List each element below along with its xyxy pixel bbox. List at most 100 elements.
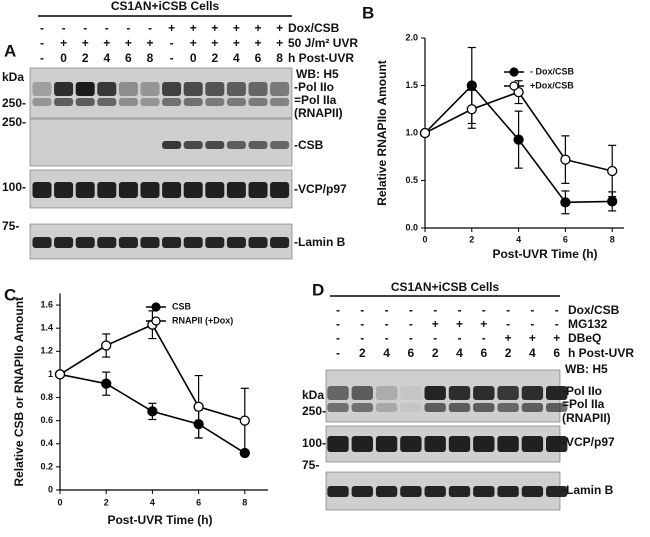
legend-label: CSB xyxy=(172,301,192,311)
band xyxy=(546,436,568,452)
lane-label: + xyxy=(211,21,218,35)
band xyxy=(75,98,95,106)
lane-label: - xyxy=(555,303,559,317)
lane-label: - xyxy=(385,317,389,331)
band xyxy=(424,486,446,497)
band xyxy=(140,237,160,248)
x-tick-label: 4 xyxy=(516,234,521,244)
marker-label: 250- xyxy=(302,404,326,418)
lane-label: - xyxy=(83,21,87,35)
y-tick-label: 1.6 xyxy=(40,299,53,309)
lane-label: - xyxy=(336,331,340,345)
lane-label: - xyxy=(126,21,130,35)
band xyxy=(521,486,544,497)
band xyxy=(497,486,519,497)
marker-label: kDa xyxy=(2,70,24,84)
blot-label: WB: H5 xyxy=(565,362,608,376)
row-label: h Post-UVR xyxy=(288,51,354,65)
band xyxy=(327,486,349,497)
band xyxy=(183,237,203,248)
lane-label: - xyxy=(409,317,413,331)
lane-label: - xyxy=(385,331,389,345)
lane-label: - xyxy=(360,317,364,331)
band xyxy=(546,403,568,412)
band xyxy=(32,237,52,248)
lane-label: - xyxy=(506,303,510,317)
x-tick-label: 0 xyxy=(57,497,62,507)
lane-label: 6 xyxy=(125,51,132,65)
panel-letter: B xyxy=(362,3,374,22)
y-tick-label: 2.0 xyxy=(405,32,418,42)
band xyxy=(270,141,290,149)
lane-label: 4 xyxy=(383,346,390,360)
marker-label: 75- xyxy=(2,219,19,233)
band xyxy=(140,182,160,198)
lane-label: + xyxy=(190,21,197,35)
band xyxy=(327,386,349,400)
data-point xyxy=(101,340,112,351)
lane-label: + xyxy=(505,331,512,345)
legend-label: - Dox/CSB xyxy=(530,66,575,76)
lane-label: 6 xyxy=(255,51,262,65)
lane-label: - xyxy=(482,303,486,317)
band xyxy=(97,237,117,248)
marker-label: 250- xyxy=(2,96,26,110)
band xyxy=(226,82,246,96)
y-tick-label: 0.0 xyxy=(405,222,418,232)
marker-label: 75- xyxy=(302,458,319,472)
band xyxy=(140,98,160,106)
lane-label: + xyxy=(233,36,240,50)
panel-title: CS1AN+iCSB Cells xyxy=(391,280,500,294)
x-axis-label: Post-UVR Time (h) xyxy=(492,247,597,261)
band xyxy=(327,436,349,452)
lane-label: 0 xyxy=(190,51,197,65)
band xyxy=(162,237,182,248)
lane-label: - xyxy=(336,346,340,360)
band xyxy=(424,436,446,452)
band xyxy=(226,237,246,248)
band xyxy=(400,386,422,400)
band xyxy=(546,486,568,497)
lane-label: - xyxy=(385,303,389,317)
band xyxy=(75,182,95,198)
band xyxy=(270,237,290,248)
legend-label: RNAPII (+Dox) xyxy=(172,315,233,325)
blot-label: (RNAPII) xyxy=(294,106,343,120)
band xyxy=(205,182,225,198)
band xyxy=(183,141,203,149)
band xyxy=(248,237,268,248)
band xyxy=(54,182,74,198)
band xyxy=(32,98,52,106)
lane-label: + xyxy=(211,36,218,50)
lane-label: + xyxy=(254,21,261,35)
lane-label: - xyxy=(458,331,462,345)
row-label: Dox/CSB xyxy=(568,303,620,317)
data-point xyxy=(147,406,158,417)
lane-label: - xyxy=(170,51,174,65)
band xyxy=(205,141,225,149)
lane-label: - xyxy=(40,21,44,35)
blot xyxy=(29,169,293,209)
band xyxy=(424,386,446,400)
blot xyxy=(29,223,293,260)
band xyxy=(400,403,422,412)
blot-label: -Lamin B xyxy=(562,483,614,497)
band xyxy=(54,237,74,248)
band xyxy=(97,182,117,198)
lane-label: 2 xyxy=(505,346,512,360)
lane-label: - xyxy=(530,317,534,331)
lane-label: 4 xyxy=(103,51,110,65)
legend-marker xyxy=(151,316,161,326)
lane-label: 6 xyxy=(553,346,560,360)
lane-label: - xyxy=(40,36,44,50)
lane-label: + xyxy=(529,331,536,345)
band xyxy=(248,82,268,96)
band xyxy=(521,386,544,400)
blot-label: (RNAPII) xyxy=(562,411,611,425)
band xyxy=(248,182,268,198)
band xyxy=(270,182,290,198)
band xyxy=(183,98,203,106)
band xyxy=(270,82,290,96)
band xyxy=(448,403,471,412)
